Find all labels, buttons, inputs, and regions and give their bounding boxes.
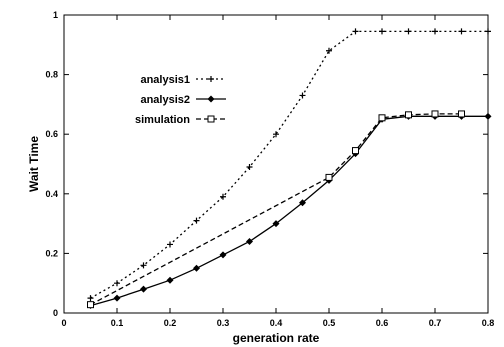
y-tick-label: 0.6 (45, 129, 58, 139)
y-tick-label: 0.2 (45, 248, 58, 258)
data-point-analysis1 (87, 295, 94, 302)
data-point-analysis2 (299, 199, 306, 207)
x-tick-label: 0.1 (111, 318, 124, 328)
data-point-simulation (378, 114, 386, 122)
data-point-simulation (87, 301, 94, 309)
data-point-analysis1 (485, 28, 491, 35)
x-tick-label: 0.7 (429, 318, 442, 328)
x-tick-label: 0.8 (482, 318, 495, 328)
y-tick-label: 0 (53, 308, 58, 318)
axis-ticks: 0 0.1 0.2 0.3 0.4 0.5 0.6 0.7 0.8 0 0.2 0.4 0.6 0.8 1 (45, 10, 494, 328)
data-point-analysis2 (193, 264, 200, 272)
data-point-analysis1 (140, 262, 147, 269)
data-point-analysis1 (246, 163, 253, 170)
series-line-analysis2 (90, 115, 488, 307)
data-point-analysis1 (432, 28, 438, 35)
data-point-simulation (458, 110, 465, 118)
x-tick-label: 0.4 (270, 318, 283, 328)
x-axis-title: generation rate (233, 331, 320, 345)
data-point-analysis2 (219, 251, 227, 259)
legend-marker-simulation (207, 115, 215, 123)
x-tick-label: 0.6 (376, 318, 389, 328)
data-point-analysis1 (273, 131, 279, 138)
legend-label-simulation: simulation (135, 114, 190, 126)
legend: analysis1 analysis2 simulation (135, 74, 226, 126)
data-point-analysis1 (167, 241, 173, 248)
data-point-analysis2 (484, 112, 492, 120)
data-point-simulation (405, 111, 412, 119)
y-tick-label: 0.4 (45, 189, 58, 199)
data-point-analysis2 (140, 285, 147, 293)
data-point-analysis1 (193, 217, 200, 224)
x-tick-label: 0.3 (217, 318, 230, 328)
data-point-simulation (325, 173, 333, 181)
data-point-analysis1 (379, 28, 385, 35)
x-tick-label: 0.5 (323, 318, 336, 328)
legend-marker-analysis1 (208, 76, 214, 82)
data-point-analysis1 (220, 193, 226, 200)
series-line-analysis1 (90, 30, 488, 299)
data-point-analysis1 (114, 280, 120, 287)
data-point-analysis2 (272, 220, 280, 228)
x-tick-label: 0 (61, 318, 66, 328)
series-analysis1 (87, 28, 491, 302)
series-simulation (87, 110, 465, 309)
data-point-analysis2 (166, 276, 174, 284)
data-point-analysis1 (405, 28, 412, 35)
data-point-simulation (431, 110, 439, 118)
data-point-analysis2 (113, 294, 121, 302)
y-tick-label: 0.8 (45, 70, 58, 80)
x-tick-label: 0.2 (164, 318, 177, 328)
y-tick-label: 1 (53, 10, 58, 20)
data-point-simulation (352, 147, 359, 155)
data-point-analysis1 (326, 47, 332, 54)
plot-frame (63, 14, 489, 314)
data-point-analysis1 (352, 28, 359, 35)
series-analysis2 (87, 112, 492, 310)
data-point-analysis1 (458, 28, 465, 35)
legend-marker-analysis2 (207, 95, 215, 103)
legend-label-analysis2: analysis2 (140, 94, 190, 106)
legend-label-analysis1: analysis1 (140, 74, 190, 86)
data-point-analysis2 (246, 237, 253, 245)
data-point-analysis1 (299, 92, 306, 99)
y-axis-title: Wait Time (27, 136, 41, 192)
series-layer (87, 28, 492, 310)
series-line-simulation (90, 113, 462, 306)
